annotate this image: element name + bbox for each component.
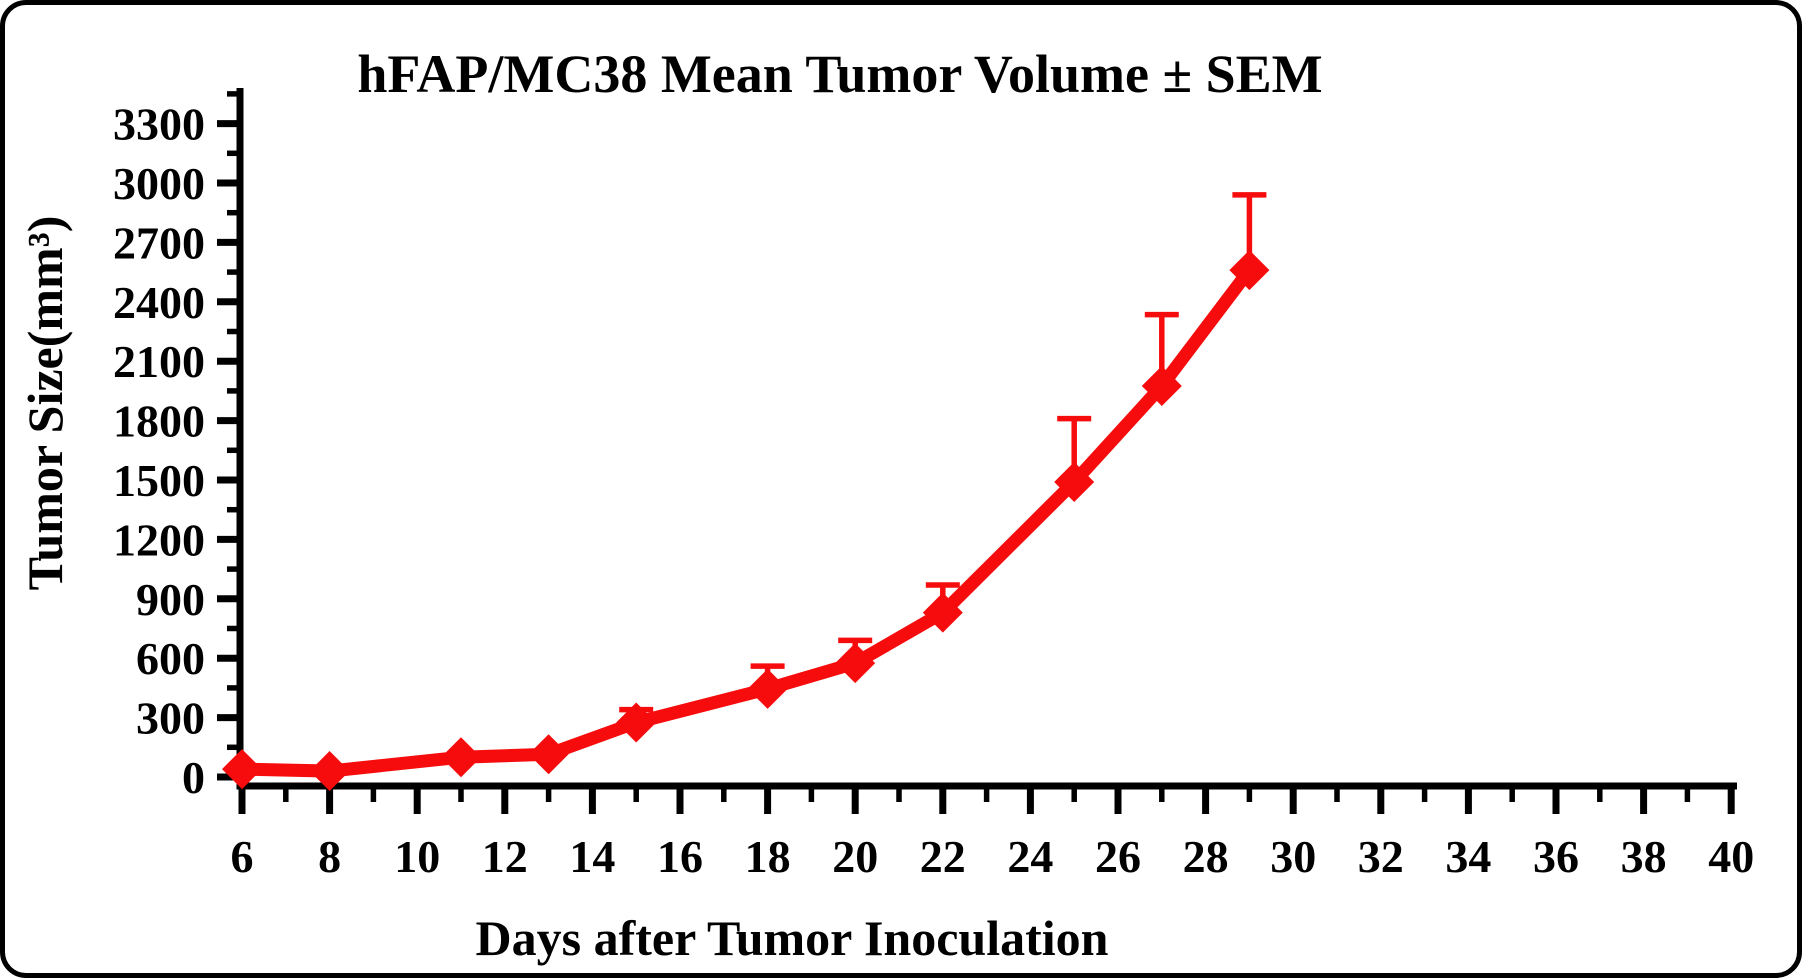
x-tick-label: 14 <box>569 831 615 882</box>
y-axis-label: Tumor Size(mm³) <box>17 216 73 591</box>
x-tick-label: 22 <box>920 831 966 882</box>
y-tick-label: 3000 <box>113 158 205 209</box>
data-point-marker <box>309 751 350 792</box>
x-tick-label: 30 <box>1270 831 1316 882</box>
x-tick-label: 10 <box>394 831 440 882</box>
tumor-volume-chart: hFAP/MC38 Mean Tumor Volume ± SEM Tumor … <box>17 44 1754 966</box>
data-point-marker <box>222 749 262 790</box>
y-tick-label: 1800 <box>113 396 205 447</box>
chart-title: hFAP/MC38 Mean Tumor Volume ± SEM <box>357 44 1322 104</box>
data-point-marker <box>922 592 963 633</box>
data-point-marker <box>1141 365 1182 406</box>
data-point-marker <box>747 668 788 709</box>
y-tick-label: 3300 <box>113 99 205 150</box>
x-tick-label: 38 <box>1621 831 1667 882</box>
x-tick-label: 36 <box>1533 831 1579 882</box>
y-axis: 0 300 600 900 1200 1500 1800 2100 2400 2700 3000 33… <box>113 88 244 803</box>
y-tick-label: 300 <box>136 693 205 744</box>
x-tick-label: 6 <box>231 831 254 882</box>
data-point-marker <box>835 643 876 684</box>
x-tick-label: 20 <box>832 831 878 882</box>
x-tick-label: 28 <box>1183 831 1229 882</box>
data-point-markers <box>222 250 1270 792</box>
x-tick-label: 12 <box>482 831 528 882</box>
x-tick-label: 34 <box>1445 831 1491 882</box>
data-point-marker <box>441 737 481 778</box>
y-tick-label: 2100 <box>113 336 205 387</box>
error-bars <box>619 192 1267 723</box>
y-tick-label: 600 <box>136 633 205 684</box>
x-tick-label: 26 <box>1095 831 1141 882</box>
y-tick-label: 900 <box>136 574 205 625</box>
x-tick-label: 16 <box>657 831 703 882</box>
y-tick-label: 1200 <box>113 514 205 565</box>
x-tick-label: 18 <box>745 831 791 882</box>
data-point-marker <box>1229 250 1270 291</box>
y-tick-label: 0 <box>182 752 205 803</box>
tumor-volume-line <box>241 266 1255 778</box>
data-point-marker <box>616 702 657 743</box>
x-tick-label: 8 <box>318 831 341 882</box>
series-line <box>241 266 1255 778</box>
x-axis-label: Days after Tumor Inoculation <box>476 910 1109 966</box>
x-tick-label: 40 <box>1708 831 1754 882</box>
x-tick-label: 32 <box>1358 831 1404 882</box>
data-point-marker <box>528 734 569 775</box>
y-tick-label: 2700 <box>113 217 205 268</box>
x-tick-label: 24 <box>1007 831 1053 882</box>
x-axis: 6 8 10 12 14 16 18 20 22 24 26 28 30 32 34 36 38 40 <box>231 782 1754 882</box>
y-tick-label: 2400 <box>113 277 205 328</box>
data-point-marker <box>1054 461 1095 502</box>
y-tick-label: 1500 <box>113 455 205 506</box>
